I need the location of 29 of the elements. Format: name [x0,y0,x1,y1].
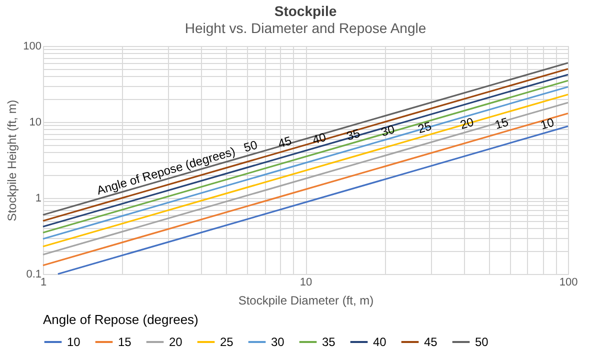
legend-label: 20 [169,335,183,349]
annotation: 20 [458,114,476,132]
x-tick-label: 10 [300,276,312,288]
y-tick-label: 10 [29,116,42,128]
annotation: 40 [310,130,328,148]
x-tick-label: 100 [559,276,578,288]
chart-subtitle: Height vs. Diameter and Repose Angle [184,20,426,36]
annotation: 30 [379,122,397,140]
legend-label: 35 [322,335,336,349]
legend-title: Angle of Repose (degrees) [43,312,198,327]
legend-label: 45 [424,335,438,349]
annotation: 15 [493,114,510,132]
annotation: 10 [538,115,556,132]
legend-label: 30 [271,335,285,349]
legend-label: 10 [67,335,81,349]
x-axis-title: Stockpile Diameter (ft, m) [238,294,374,308]
y-tick-label: 1 [35,192,42,204]
legend-label: 40 [373,335,387,349]
annotation: 50 [242,138,260,155]
legend-label: 15 [118,335,132,349]
legend-label: 25 [220,335,234,349]
chart-title: Stockpile [274,3,337,19]
y-tick-label: 0.1 [26,268,42,280]
annotation: 25 [416,118,434,136]
y-axis-title: Stockpile Height (ft, m) [5,100,20,222]
legend-label: 50 [475,335,489,349]
annotation: 45 [276,134,294,151]
y-tick-label: 100 [23,40,42,52]
annotation: 35 [344,126,362,144]
